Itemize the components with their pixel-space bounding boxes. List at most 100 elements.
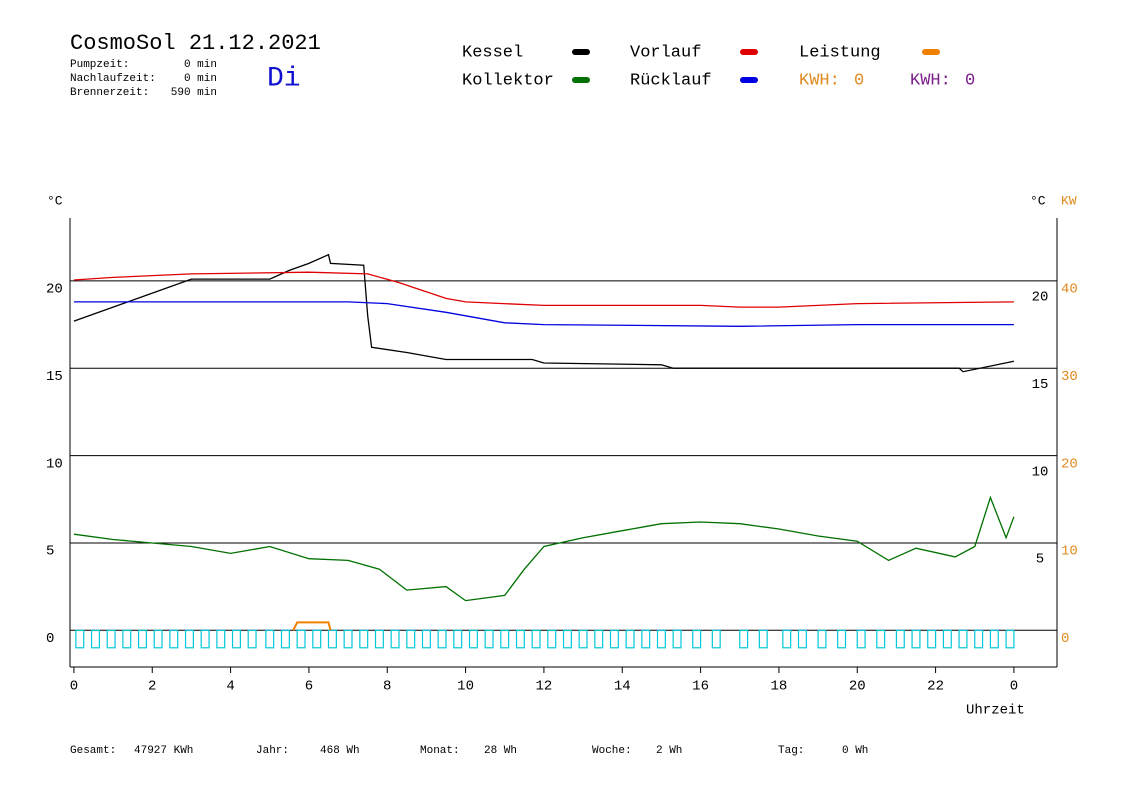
y-tick-label: 10 [46,456,63,472]
pump-pulse [343,629,353,649]
pump-pulse [390,629,400,649]
pump-pulse [856,629,866,649]
pump-pulse [231,629,241,649]
pump-pulse [927,629,937,649]
y-tick-label-right: 20 [1032,290,1049,306]
footer-value: 0 Wh [842,745,868,757]
pump-pulse [739,629,749,649]
pump-pulse [122,629,132,649]
pump-pulse [672,629,682,649]
pump-pulse [280,629,290,649]
x-tick-label: 20 [849,679,866,695]
info-value: 590 min [171,87,217,99]
pump-pulse [453,629,463,649]
x-tick-label: 16 [692,679,709,695]
y2-tick-label: 30 [1061,369,1078,385]
footer-value: 47927 KWh [134,745,193,757]
pump-pulse [641,629,651,649]
y-tick-label: 15 [46,369,63,385]
y2-tick-label: 20 [1061,456,1078,472]
info-label: Nachlaufzeit: [70,73,156,85]
pump-pulse [500,629,510,649]
pump-pulse [656,629,666,649]
pump-pulse [895,629,905,649]
x-tick-label: 12 [536,679,553,695]
footer-label: Monat: [420,745,460,757]
pump-pulse [184,629,194,649]
pump-pulse [106,629,116,649]
pump-pulse [817,629,827,649]
x-tick-label: 0 [1010,679,1018,695]
x-tick-label: 10 [457,679,474,695]
pump-pulse [437,629,447,649]
footer-value: 468 Wh [320,745,360,757]
info-value: 0 min [184,73,217,85]
pump-pulse [974,629,984,649]
y-label-right: °C [1030,193,1046,208]
series-line [73,271,1014,308]
pump-pulse [547,629,557,649]
footer-label: Tag: [778,745,804,757]
kwh-label: KWH: [910,71,951,90]
pump-pulse [837,629,847,649]
pump-pulse [797,629,807,649]
pump-pulse [374,629,384,649]
pump-pulse [468,629,478,649]
pump-pulse [200,629,210,649]
y-label: °C [47,193,63,208]
y-tick-label-right: 5 [1036,552,1044,568]
y-tick-label: 20 [46,282,63,298]
pump-pulse [989,629,999,649]
pump-pulse [515,629,525,649]
x-tick-label: 22 [927,679,944,695]
y-tick-label-right: 10 [1032,464,1049,480]
info-label: Pumpzeit: [70,59,129,71]
y2-label: KW [1061,193,1077,208]
pump-pulse [531,629,541,649]
pump-pulse [406,629,416,649]
kwh-value: 0 [854,71,864,90]
pump-pulse [247,629,257,649]
footer-label: Jahr: [256,745,289,757]
kwh-label: KWH: [799,71,840,90]
pump-pulse [137,629,147,649]
pump-pulse [1005,629,1015,649]
legend-label: Kollektor [462,71,554,90]
series-line [73,301,1014,327]
pump-pulse [711,629,721,649]
pump-pulse [958,629,968,649]
legend-label: Vorlauf [630,43,701,62]
pump-pulse [296,629,306,649]
pump-pulse [421,629,431,649]
footer-label: Woche: [592,745,632,757]
pump-pulse [265,629,275,649]
y-tick-label: 5 [46,544,54,560]
pump-pulse [594,629,604,649]
pump-pulse [911,629,921,649]
x-tick-label: 14 [614,679,631,695]
series-line [292,621,332,631]
pump-pulse [359,629,369,649]
info-label: Brennerzeit: [70,87,149,99]
y-tick-label-right: 15 [1032,377,1049,393]
series-line [73,495,1015,602]
footer-value: 2 Wh [656,745,682,757]
info-value: 0 min [184,59,217,71]
title: CosmoSol 21.12.2021 [70,31,321,56]
series-line [73,253,1015,373]
pump-pulse [625,629,635,649]
pump-pulse [562,629,572,649]
pump-pulse [312,629,322,649]
pump-pulse [484,629,494,649]
pump-pulse [609,629,619,649]
y-tick-label: 0 [46,631,54,647]
x-tick-label: 2 [148,679,156,695]
x-tick-label: 18 [771,679,788,695]
footer-value: 28 Wh [484,745,517,757]
pump-pulse [782,629,792,649]
pump-pulse [216,629,226,649]
pump-pulse [758,629,768,649]
pump-pulse [153,629,163,649]
legend-label: Leistung [799,43,881,62]
